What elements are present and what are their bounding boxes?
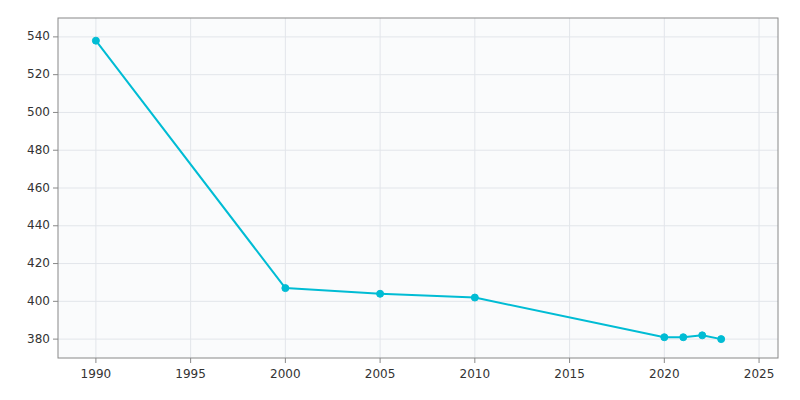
x-tick: [285, 358, 286, 363]
x-tick: [759, 358, 760, 363]
y-grid-line: [58, 36, 778, 37]
chart-container: 380 400 420 440 460 480 500 520 540 1990 1995 2000 2…: [0, 0, 800, 400]
x-grid-line: [474, 18, 475, 358]
chart-svg: 380 400 420 440 460 480 500 520 540 1990 1995 2000 2…: [0, 0, 800, 400]
x-grid-line: [190, 18, 191, 358]
y-grid-line: [58, 339, 778, 340]
y-tick-label: 440: [27, 218, 50, 232]
y-tick-label: 420: [27, 256, 50, 270]
y-grid-line: [58, 74, 778, 75]
data-layer: [92, 37, 724, 342]
plot-background: [58, 18, 778, 358]
y-grid-line: [58, 188, 778, 189]
point: [471, 294, 478, 301]
point: [680, 334, 687, 341]
y-tick-label: 540: [27, 29, 50, 43]
x-tick-label: 2010: [460, 367, 491, 381]
x-tick: [190, 358, 191, 363]
grid: [58, 18, 778, 358]
x-grid-line: [95, 18, 96, 358]
point: [92, 37, 99, 44]
x-tick: [474, 358, 475, 363]
axes: 380 400 420 440 460 480 500 520 540 1990 1995 2000 2…: [27, 18, 778, 381]
y-grid-line: [58, 150, 778, 151]
y-tick: [53, 301, 58, 302]
y-tick-label: 380: [27, 332, 50, 346]
point: [377, 290, 384, 297]
x-grid-line: [380, 18, 381, 358]
x-tick-label: 2025: [744, 367, 775, 381]
y-tick: [53, 225, 58, 226]
y-grid-line: [58, 301, 778, 302]
point: [282, 285, 289, 292]
y-tick: [53, 74, 58, 75]
y-tick: [53, 188, 58, 189]
x-grid-line: [664, 18, 665, 358]
y-tick-label: 400: [27, 294, 50, 308]
point: [699, 332, 706, 339]
y-grid-line: [58, 112, 778, 113]
plot-frame: [58, 18, 778, 358]
x-tick-label: 2005: [365, 367, 396, 381]
y-tick-label: 500: [27, 105, 50, 119]
x-tick: [664, 358, 665, 363]
y-grid-line: [58, 263, 778, 264]
point: [661, 334, 668, 341]
x-grid-line: [569, 18, 570, 358]
x-grid-line: [759, 18, 760, 358]
x-tick: [569, 358, 570, 363]
x-grid-line: [285, 18, 286, 358]
x-tick-label: 2020: [649, 367, 680, 381]
x-tick-label: 1990: [81, 367, 112, 381]
y-tick: [53, 36, 58, 37]
x-tick-label: 1995: [175, 367, 206, 381]
y-tick: [53, 150, 58, 151]
y-tick: [53, 339, 58, 340]
y-tick-label: 480: [27, 143, 50, 157]
y-tick-label: 520: [27, 67, 50, 81]
x-tick: [95, 358, 96, 363]
x-tick-label: 2000: [270, 367, 301, 381]
point: [718, 336, 725, 343]
y-grid-line: [58, 225, 778, 226]
x-tick-label: 2015: [554, 367, 585, 381]
x-tick: [380, 358, 381, 363]
line: [96, 41, 721, 339]
y-tick: [53, 112, 58, 113]
y-tick-label: 460: [27, 181, 50, 195]
y-tick: [53, 263, 58, 264]
